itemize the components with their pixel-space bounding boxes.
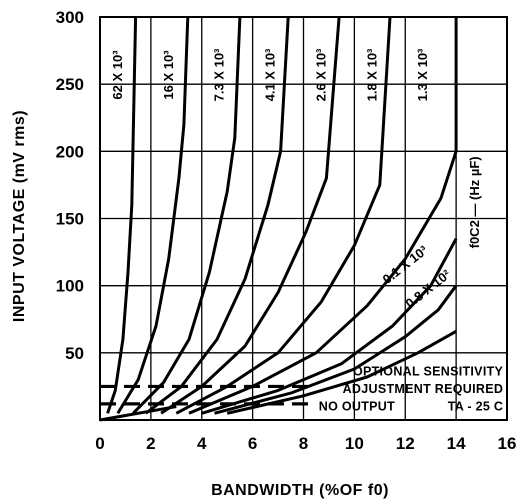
x-tick-label: 16 (498, 434, 517, 453)
series-line-1 (106, 16, 138, 414)
annotation-optional-sensitivity: OPTIONAL SENSITIVITY (353, 365, 504, 379)
reference-lines (100, 384, 312, 406)
y-tick-label: 50 (65, 344, 84, 363)
y-tick-label: 100 (56, 277, 84, 296)
y-tick-label: 300 (56, 8, 84, 27)
series-line-7 (188, 17, 458, 415)
annotations: OPTIONAL SENSITIVITY ADJUSTMENT REQUIRED N… (319, 365, 504, 414)
x-tick-label: 6 (248, 434, 257, 453)
series-line-3 (132, 16, 242, 415)
grid (100, 17, 507, 420)
x-tick-label: 10 (345, 434, 364, 453)
series-label-7: 1.3 X 10³ (415, 48, 430, 101)
series-label-1: 62 X 10³ (110, 50, 125, 100)
y-tick-label: 150 (56, 210, 84, 229)
tick-labels: 0 2 4 6 8 10 12 14 16 50 100 150 200 250 300 (56, 8, 517, 453)
annotation-temperature: TA - 25 C (448, 400, 503, 414)
x-tick-label: 14 (447, 434, 466, 453)
series-line-2 (116, 16, 190, 415)
y-tick-label: 200 (56, 142, 84, 161)
origin-stroke (99, 405, 177, 422)
series-label-6: 1.8 X 10³ (364, 48, 379, 101)
series-line-8 (201, 237, 458, 415)
series-label-3: 7.3 X 10³ (212, 48, 227, 101)
y-axis-label: INPUT VOLTAGE (mV rms) (11, 110, 28, 322)
series-label-5: 2.6 X 10³ (313, 48, 328, 101)
x-axis-label: BANDWIDTH (%OF f0) (211, 482, 389, 499)
annotation-adjustment-required: ADJUSTMENT REQUIRED (343, 382, 504, 396)
x-tick-label: 12 (396, 434, 415, 453)
series-line-10 (226, 329, 457, 415)
x-tick-label: 8 (299, 434, 308, 453)
x-tick-label: 0 (95, 434, 104, 453)
series-label-4: 4.1 X 10³ (263, 48, 278, 101)
series-label-2: 16 X 10³ (161, 50, 176, 100)
x-tick-label: 2 (146, 434, 155, 453)
x-tick-label: 4 (197, 434, 207, 453)
plot-frame (99, 16, 508, 421)
y-tick-label: 250 (56, 75, 84, 94)
plot-border (99, 16, 508, 421)
annotation-no-output: NO OUTPUT (319, 400, 395, 414)
series-line-9 (214, 284, 458, 415)
curve-group-label: f0C2 — (Hz µF) (467, 156, 482, 248)
